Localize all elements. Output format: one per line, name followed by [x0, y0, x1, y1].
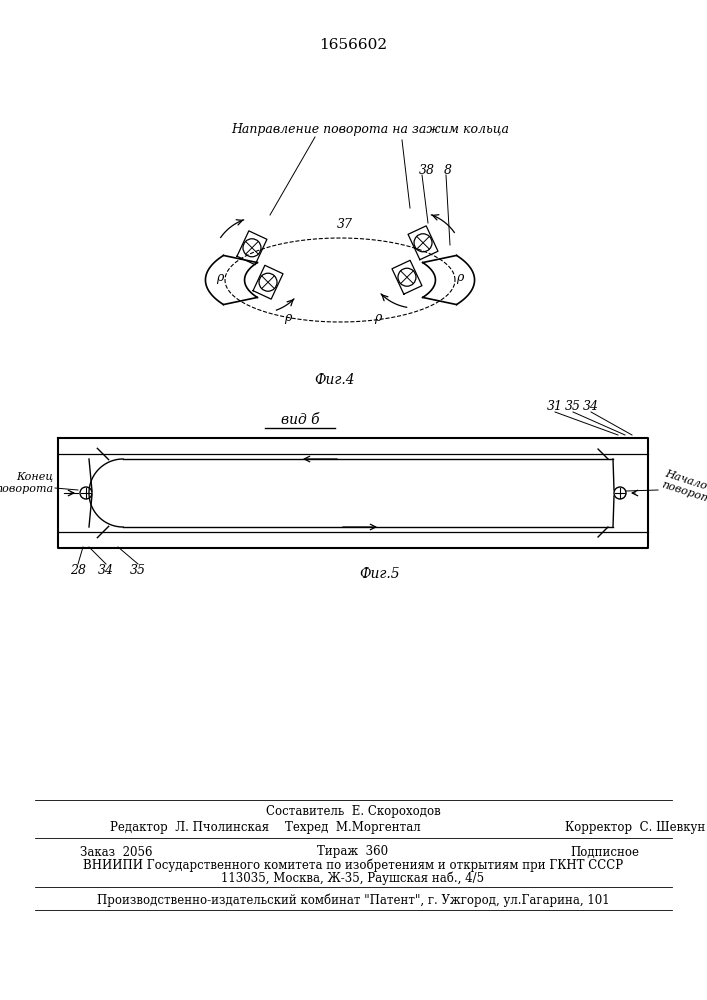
Text: 113035, Москва, Ж-35, Раушская наб., 4/5: 113035, Москва, Ж-35, Раушская наб., 4/5 — [221, 871, 484, 885]
Text: Начало
поворота: Начало поворота — [660, 469, 707, 507]
Text: Редактор  Л. Пчолинская: Редактор Л. Пчолинская — [110, 822, 269, 834]
Text: Заказ  2056: Заказ 2056 — [80, 846, 153, 858]
Text: 37: 37 — [337, 219, 353, 232]
Text: Фиг.4: Фиг.4 — [315, 373, 356, 387]
Text: 8: 8 — [444, 163, 452, 176]
Text: 38: 38 — [419, 163, 435, 176]
Text: Корректор  С. Шевкун: Корректор С. Шевкун — [565, 822, 706, 834]
Text: ВНИИПИ Государственного комитета по изобретениям и открытиям при ГКНТ СССР: ВНИИПИ Государственного комитета по изоб… — [83, 858, 623, 872]
Text: ρ: ρ — [456, 270, 464, 284]
Text: 35: 35 — [565, 399, 581, 412]
Text: ρ: ρ — [284, 310, 292, 324]
Text: 31: 31 — [547, 399, 563, 412]
Text: вид б: вид б — [281, 413, 320, 427]
Text: Подписное: Подписное — [570, 846, 639, 858]
Text: ρ: ρ — [374, 310, 382, 324]
Text: Техред  М.Моргентал: Техред М.Моргентал — [285, 822, 421, 834]
Text: 1656602: 1656602 — [319, 38, 387, 52]
Text: Фиг.5: Фиг.5 — [360, 567, 400, 581]
Text: 34: 34 — [98, 564, 114, 576]
Text: Составитель  Е. Скороходов: Составитель Е. Скороходов — [266, 806, 440, 818]
Text: 34: 34 — [583, 399, 599, 412]
Text: 35: 35 — [130, 564, 146, 576]
Text: Тираж  360: Тираж 360 — [317, 846, 389, 858]
Text: Конец
поворота: Конец поворота — [0, 472, 53, 494]
Text: ρ: ρ — [216, 270, 223, 284]
Text: Направление поворота на зажим кольца: Направление поворота на зажим кольца — [231, 123, 509, 136]
Text: 28: 28 — [70, 564, 86, 576]
Text: Производственно-издательский комбинат "Патент", г. Ужгород, ул.Гагарина, 101: Производственно-издательский комбинат "П… — [97, 893, 609, 907]
